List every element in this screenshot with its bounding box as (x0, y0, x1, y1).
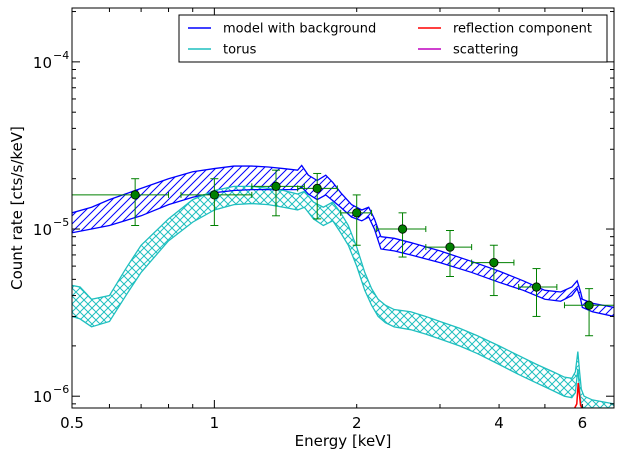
x-axis-title: Energy [keV] (295, 432, 392, 450)
y-tick-label: 10 (33, 221, 52, 239)
data-marker (312, 183, 322, 194)
data-marker (130, 190, 140, 200)
data-point (297, 172, 338, 220)
torus-lower-line (72, 202, 614, 408)
legend-label: torus (223, 43, 257, 58)
model-lines (72, 164, 614, 408)
data-point (518, 268, 558, 317)
legend-label: scattering (453, 43, 519, 58)
legend-entry: torus (188, 43, 257, 58)
torus-band-fill (72, 186, 614, 408)
axis-ticks (71, 8, 615, 408)
reflection-component-line (574, 382, 583, 408)
y-tick-label: 10 (33, 54, 52, 72)
data-point (471, 244, 515, 297)
data-marker (271, 181, 281, 191)
legend: model with background reflection componen… (178, 14, 608, 63)
data-point (563, 288, 614, 337)
x-tick-label: 2 (352, 414, 362, 432)
y-tick-label: 10 (33, 388, 52, 406)
torus-upper-line (72, 185, 614, 405)
data-marker (445, 242, 455, 252)
data-points (72, 169, 614, 337)
model-with-background-upper-line (72, 164, 614, 308)
data-marker (352, 208, 362, 218)
x-tick-label: 1 (210, 414, 220, 432)
data-point (251, 169, 305, 217)
data-marker (489, 257, 499, 268)
legend-entry: reflection component (418, 22, 592, 37)
data-point (425, 229, 473, 278)
y-tick-exponent: −4 (53, 49, 69, 62)
legend-frame (178, 14, 608, 63)
legend-entry: model with background (188, 22, 376, 37)
legend-entry: scattering (418, 43, 519, 58)
legend-label: model with background (223, 22, 376, 37)
y-tick-exponent: −6 (53, 383, 69, 396)
data-marker (584, 300, 594, 310)
tick-labels: 0.5 1 2 4 610−610−510−4 (33, 49, 587, 432)
data-point (180, 178, 253, 226)
data-marker (531, 282, 542, 292)
data-point (340, 194, 373, 246)
data-marker (209, 190, 219, 200)
y-tick-exponent: −5 (53, 216, 69, 229)
y-axis-title: Count rate [cts/s/keV] (8, 126, 26, 290)
legend-label: reflection component (453, 22, 592, 37)
plot-frame (71, 7, 615, 409)
data-marker (397, 224, 408, 234)
data-point (72, 178, 170, 226)
x-tick-label: 4 (494, 414, 504, 432)
x-tick-label: 6 (578, 414, 588, 432)
data-point (375, 212, 427, 258)
x-tick-label: 0.5 (60, 414, 84, 432)
